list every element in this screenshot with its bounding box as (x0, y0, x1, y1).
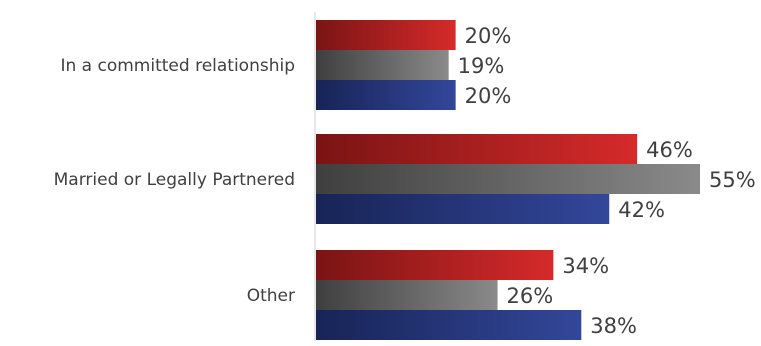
value-label: 42% (618, 198, 665, 222)
bars-group (316, 20, 700, 340)
bar (316, 50, 449, 80)
bar (316, 250, 554, 280)
category-label: In a committed relationship (60, 56, 295, 76)
bar (316, 80, 456, 110)
value-label: 26% (507, 284, 554, 308)
value-label: 20% (465, 24, 512, 48)
category-label: Other (247, 286, 295, 306)
value-labels-group: 20% 19% 20% 46% 55% 42% 34% 26% 38% (458, 24, 756, 338)
category-label: Married or Legally Partnered (54, 170, 295, 190)
value-label: 34% (562, 254, 609, 278)
value-label: 20% (465, 84, 512, 108)
bar (316, 134, 638, 164)
value-label: 38% (590, 314, 637, 338)
bar (316, 164, 700, 194)
value-label: 46% (646, 138, 693, 162)
bar (316, 310, 582, 340)
bar (316, 194, 610, 224)
value-label: 55% (709, 168, 756, 192)
bar (316, 20, 456, 50)
value-label: 19% (458, 54, 505, 78)
bar (316, 280, 498, 310)
category-labels-group: In a committed relationship Married or Le… (54, 56, 295, 306)
